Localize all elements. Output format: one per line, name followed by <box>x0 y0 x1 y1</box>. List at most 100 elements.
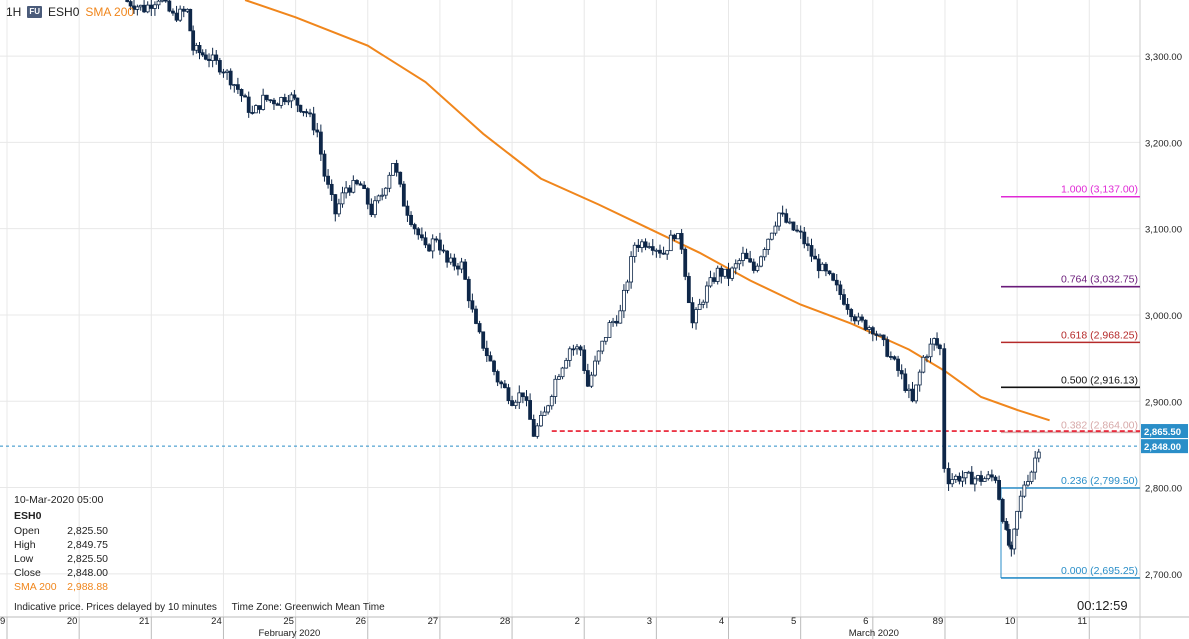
candle-body <box>1033 457 1038 473</box>
candle-body <box>239 89 244 97</box>
info-label: SMA 200 <box>14 581 57 593</box>
candle-body <box>466 278 471 302</box>
candle-body <box>632 244 637 257</box>
indicator-label[interactable]: SMA 200 <box>85 5 135 19</box>
candle-body <box>719 267 724 277</box>
info-value: 2,825.50 <box>67 553 108 565</box>
x-tick-label: 21 <box>139 616 150 627</box>
candle-body <box>171 10 175 14</box>
candle-body <box>438 239 442 251</box>
candle-body <box>860 316 864 321</box>
countdown-clock: 00:12:59 <box>1077 598 1128 613</box>
candle-body <box>419 234 424 239</box>
candle-body <box>867 327 872 330</box>
candle-body <box>470 300 475 310</box>
timezone-note: Time Zone: Greenwich Mean Time <box>231 602 385 613</box>
candle-body <box>322 153 327 177</box>
support-price-tag-bg <box>1141 424 1188 439</box>
info-label: Open <box>14 525 40 537</box>
candle-body <box>654 249 659 252</box>
y-tick-label: 2,900.00 <box>1145 397 1182 408</box>
candle-body <box>326 175 330 185</box>
candle-body <box>834 279 839 286</box>
candle-body <box>701 301 706 305</box>
candle-body <box>966 471 971 474</box>
candle-body <box>744 252 749 260</box>
fib-level-label: 0.500 (2,916.13) <box>1061 374 1138 386</box>
x-month-label: February 2020 <box>258 628 320 639</box>
candle-body <box>603 337 608 342</box>
candle-body <box>661 252 666 255</box>
candle-body <box>849 309 854 318</box>
x-tick-label: 4 <box>719 616 724 627</box>
candle-body <box>989 474 994 478</box>
candle-body <box>246 96 251 113</box>
candle-body <box>827 270 832 275</box>
candle-body <box>715 267 720 282</box>
candle-body <box>308 112 312 115</box>
candle-body <box>982 478 987 482</box>
candle-body <box>755 265 760 271</box>
candle-body <box>773 225 778 234</box>
candle-body <box>607 322 612 338</box>
candle-body <box>365 188 370 205</box>
candle-body <box>295 97 300 106</box>
candle-body <box>459 261 464 270</box>
candle-body <box>210 54 215 61</box>
candle-body <box>831 273 836 281</box>
candle-body <box>474 308 478 324</box>
candle-body <box>903 373 908 391</box>
candle-body <box>344 187 349 194</box>
candle-body <box>571 348 576 351</box>
info-symbol: ESH0 <box>14 510 42 522</box>
symbol-label[interactable]: ESH0 <box>48 5 80 19</box>
candle-body <box>318 131 323 155</box>
candle-body <box>394 163 399 173</box>
candle-body <box>741 252 745 261</box>
x-tick-label: 26 <box>355 616 366 627</box>
chart-header: 1H FU ESH0 SMA 200 <box>6 5 134 19</box>
candle-body <box>910 388 915 402</box>
x-tick-label: 25 <box>283 616 294 627</box>
candle-body <box>191 30 196 51</box>
candle-body <box>611 320 615 324</box>
candle-body <box>264 94 269 101</box>
candle-body <box>203 54 208 60</box>
candle-body <box>214 54 219 61</box>
candle-body <box>1006 529 1011 546</box>
candle-body <box>614 320 619 324</box>
candle-body <box>355 180 359 185</box>
candle-body <box>546 405 551 413</box>
candle-body <box>925 356 929 359</box>
candle-body <box>488 355 493 362</box>
candle-body <box>1012 528 1017 550</box>
timeframe-label[interactable]: 1H <box>6 5 22 19</box>
candle-body <box>423 237 428 246</box>
candle-body <box>914 384 919 402</box>
candle-body <box>820 263 825 272</box>
candle-body <box>979 475 983 482</box>
info-row-low: Low 2,825.50 <box>14 552 108 566</box>
candle-body <box>301 111 306 113</box>
info-label: Close <box>14 567 41 579</box>
x-tick-label: 28 <box>500 616 511 627</box>
candle-body <box>376 195 381 202</box>
candle-body <box>456 265 460 270</box>
candle-body <box>315 129 320 133</box>
candle-body <box>373 200 377 216</box>
candle-body <box>921 356 926 373</box>
candle-body <box>279 97 284 106</box>
candle-body <box>275 103 280 106</box>
x-tick-label: 19 <box>0 616 5 627</box>
y-tick-label: 2,700.00 <box>1145 570 1182 581</box>
candle-body <box>683 248 688 277</box>
info-value: 2,825.50 <box>67 525 108 537</box>
candle-body <box>492 360 496 372</box>
candle-body <box>658 249 662 254</box>
candle-body <box>802 231 807 245</box>
candle-body <box>650 246 655 251</box>
candle-body <box>272 99 276 105</box>
current-price-tag: 2,848.00 <box>1144 442 1181 453</box>
